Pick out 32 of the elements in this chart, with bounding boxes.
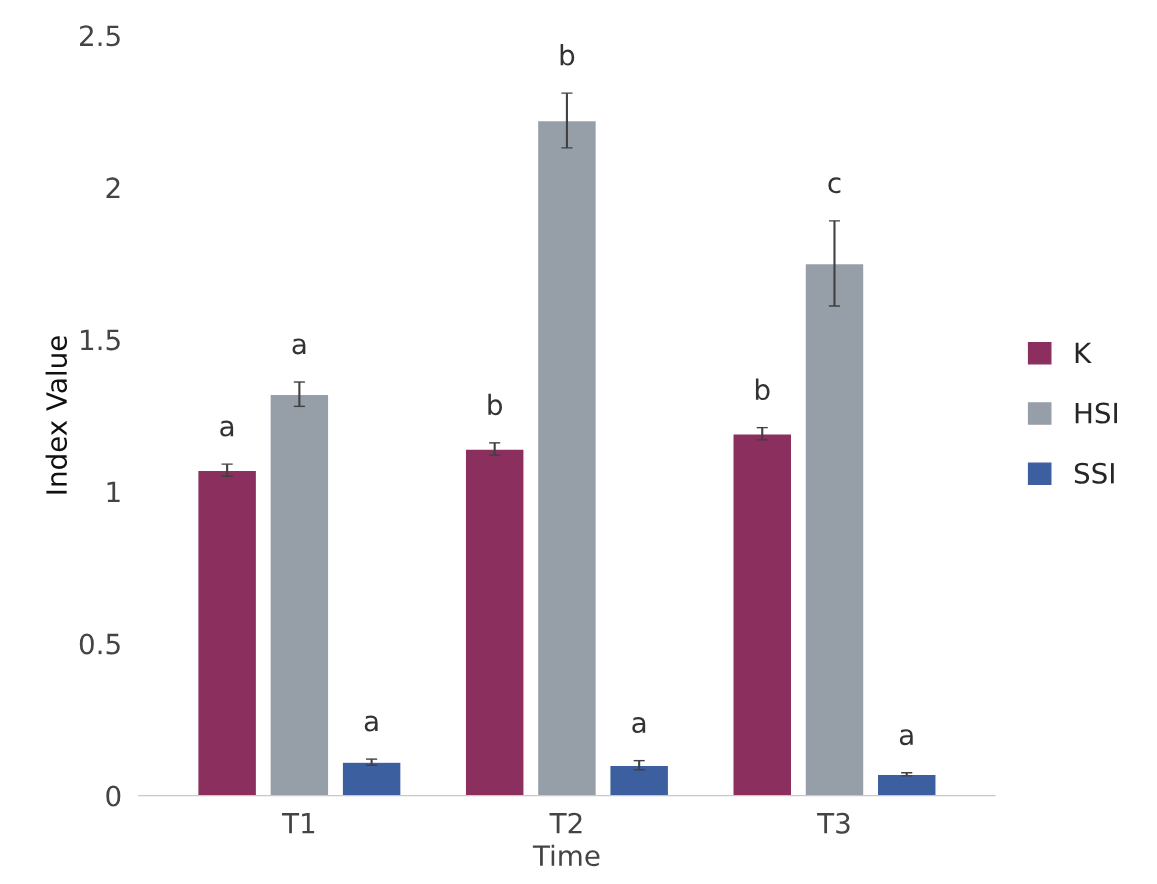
- x-tick-label: T2: [549, 812, 582, 834]
- legend-label: K: [1075, 342, 1092, 363]
- bar: [876, 773, 937, 796]
- data-label: a: [364, 715, 378, 732]
- data-label: b: [488, 393, 502, 416]
- data-label: a: [899, 729, 913, 746]
- data-label: a: [292, 338, 306, 355]
- bar: [269, 393, 330, 796]
- legend-label: SSI: [1074, 462, 1114, 484]
- bar: [464, 448, 525, 796]
- bar: [536, 119, 598, 796]
- y-tick-label: 2: [106, 177, 120, 198]
- y-tick-label: 1: [107, 481, 120, 503]
- y-tick-label: 0.5: [79, 633, 120, 655]
- y-tick-label: 2.5: [80, 25, 120, 47]
- data-label: b: [755, 378, 770, 401]
- data-label: a: [632, 717, 646, 734]
- bar: [804, 262, 865, 796]
- y-axis-title: Index Value: [45, 336, 68, 494]
- data-label: b: [560, 44, 575, 66]
- x-tick-label: T1: [281, 813, 315, 834]
- bar: [197, 469, 258, 796]
- legend-label: HSI: [1075, 402, 1118, 424]
- x-tick-label: T3: [817, 812, 850, 834]
- y-tick-label: 0: [106, 785, 121, 807]
- data-label: a: [220, 420, 234, 437]
- data-label: c: [828, 177, 841, 194]
- bar: [341, 761, 402, 796]
- bar: [732, 433, 793, 796]
- x-axis-title: Time: [532, 844, 600, 867]
- bar: [609, 764, 670, 796]
- y-tick-label: 1.5: [81, 329, 120, 351]
